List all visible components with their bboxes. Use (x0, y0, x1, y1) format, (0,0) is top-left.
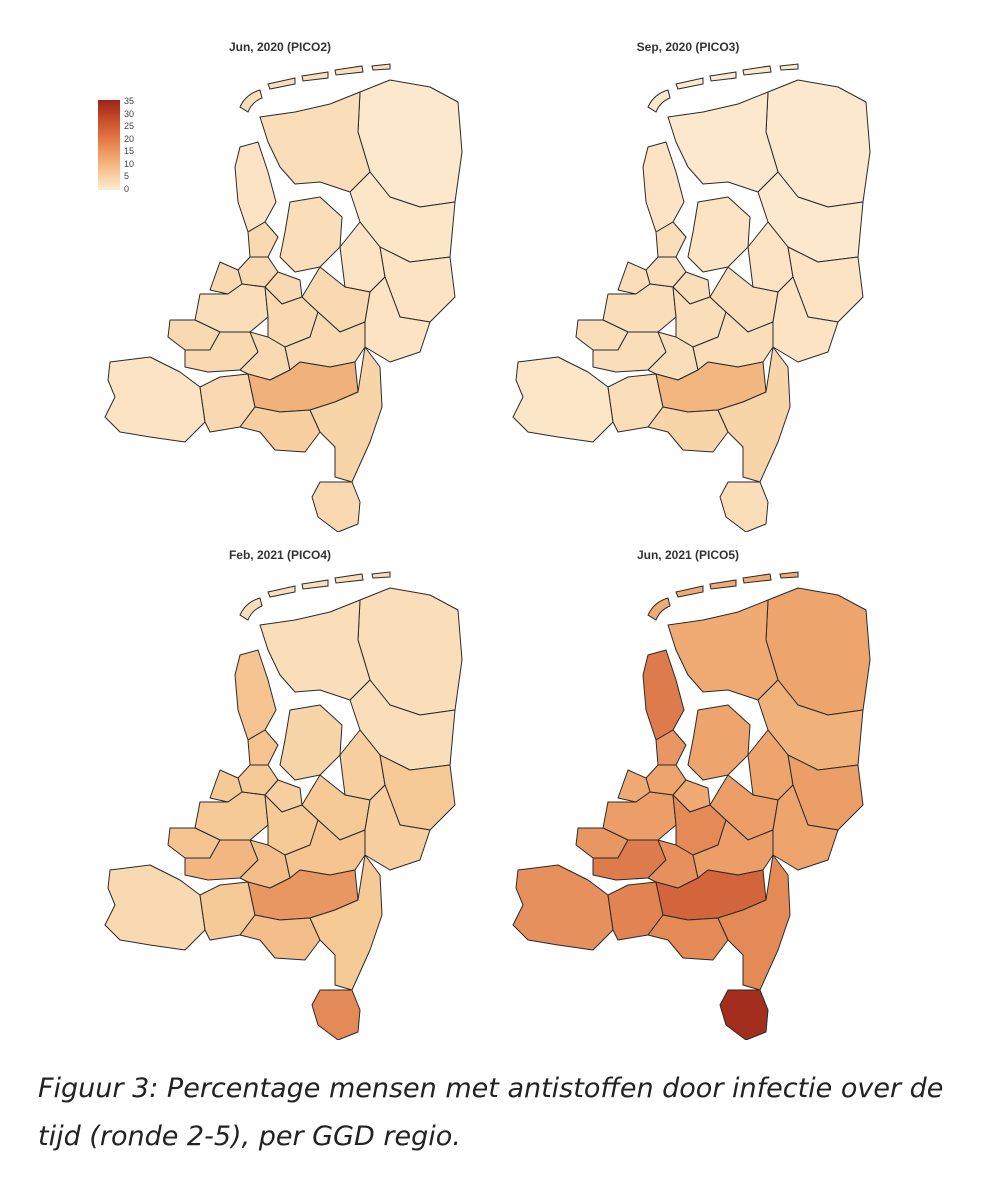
figure-caption: Figuur 3: Percentage mensen met antistof… (38, 1065, 958, 1161)
region-limburg-noord (717, 346, 791, 483)
region-limburg-noord (717, 854, 791, 991)
caption-line: tijd (ronde 2-5), per GGD regio. (38, 1121, 461, 1152)
map-panel: Jun, 2020 (PICO2) (90, 40, 470, 540)
legend-tick: 15 (124, 146, 135, 156)
wadden-island (239, 89, 263, 113)
region-zaanstreek (655, 221, 687, 258)
wadden-island (647, 89, 671, 113)
wadden-island (239, 597, 263, 621)
wadden-island (779, 571, 799, 579)
region-limburg-noord (309, 854, 383, 991)
wadden-island (267, 585, 296, 598)
wadden-island (742, 65, 772, 76)
region-bzo (239, 406, 321, 453)
region-friesland (667, 91, 779, 193)
region-nh-noord (234, 649, 277, 741)
region-zuid-limburg (719, 989, 769, 1040)
netherlands-map (104, 63, 463, 532)
region-flevoland (279, 196, 343, 273)
region-friesland (259, 599, 371, 701)
region-nh-noord (234, 141, 277, 233)
wadden-island (301, 71, 329, 82)
legend-tick: 20 (124, 134, 135, 144)
wadden-island (267, 77, 296, 90)
region-zuid-limburg (311, 989, 361, 1040)
wadden-island (647, 597, 671, 621)
region-limburg-noord (309, 346, 383, 483)
panel-title: Sep, 2020 (PICO3) (636, 40, 740, 54)
wadden-island (334, 65, 364, 76)
legend-tick: 10 (124, 159, 135, 169)
region-zeeland (104, 356, 206, 443)
panel-title: Feb, 2021 (PICO4) (228, 548, 332, 562)
region-friesland (259, 91, 371, 193)
legend-color-bar (98, 100, 120, 190)
wadden-island (779, 63, 799, 71)
map-panel: Sep, 2020 (PICO3) (498, 40, 878, 540)
wadden-island (334, 573, 364, 584)
map-panel: Feb, 2021 (PICO4) (90, 548, 470, 1048)
region-zeeland (512, 864, 614, 951)
region-bzo (647, 406, 729, 453)
region-zaanstreek (247, 221, 279, 258)
caption-line: Figuur 3: Percentage mensen met antistof… (38, 1073, 944, 1104)
wadden-island (675, 77, 704, 90)
region-bzo (239, 914, 321, 961)
wadden-island (371, 63, 391, 71)
legend-tick: 5 (124, 171, 130, 181)
region-flevoland (687, 704, 751, 781)
legend-tick: 35 (124, 96, 135, 106)
region-flevoland (687, 196, 751, 273)
netherlands-map (512, 63, 871, 532)
region-zaanstreek (655, 729, 687, 766)
wadden-island (371, 571, 391, 579)
map-panel: Jun, 2021 (PICO5) (498, 548, 878, 1048)
region-nh-noord (642, 649, 685, 741)
wadden-island (301, 579, 329, 590)
region-zuid-limburg (311, 481, 361, 532)
color-legend: 35 30 25 20 15 10 5 0 (98, 96, 158, 200)
region-zeeland (512, 356, 614, 443)
region-bzo (647, 914, 729, 961)
region-zeeland (104, 864, 206, 951)
netherlands-map (104, 571, 463, 1040)
wadden-island (675, 585, 704, 598)
region-zuid-limburg (719, 481, 769, 532)
wadden-island (709, 71, 737, 82)
legend-tick: 30 (124, 109, 135, 119)
region-zaanstreek (247, 729, 279, 766)
region-flevoland (279, 704, 343, 781)
region-friesland (667, 599, 779, 701)
legend-tick: 25 (124, 121, 135, 131)
legend-tick: 0 (124, 184, 130, 194)
region-nh-noord (642, 141, 685, 233)
wadden-island (742, 573, 772, 584)
wadden-island (709, 579, 737, 590)
panel-title: Jun, 2021 (PICO5) (636, 548, 740, 562)
panel-title: Jun, 2020 (PICO2) (228, 40, 332, 54)
netherlands-map (512, 571, 871, 1040)
